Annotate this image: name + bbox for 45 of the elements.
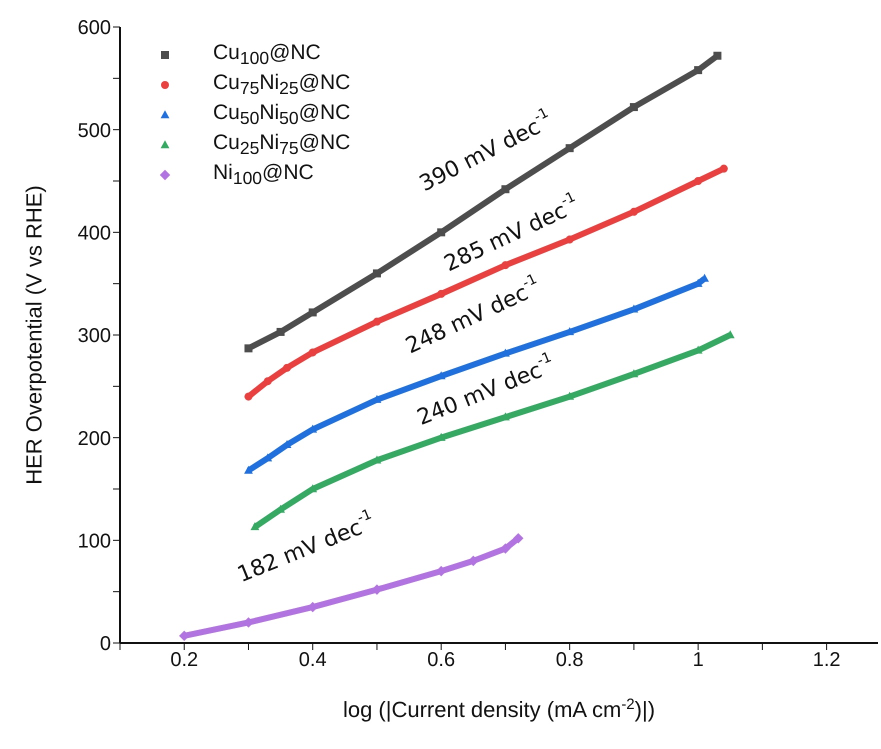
point	[372, 269, 381, 278]
legend-label: Cu$_{100}$@NC	[213, 40, 321, 70]
point	[437, 228, 446, 236]
x-axis-title: log (|Current density (mA cm$^{-2}$)|)	[342, 696, 656, 722]
point	[372, 318, 381, 326]
x-tick-label: 1.2	[812, 649, 841, 672]
point	[250, 522, 260, 530]
y-tick-label: 200	[78, 428, 111, 450]
point	[244, 392, 252, 401]
point	[276, 328, 285, 336]
x-tick-label: 0.2	[170, 649, 198, 672]
point	[630, 103, 638, 112]
x-tick-label: 0.8	[556, 649, 584, 672]
point	[694, 66, 702, 74]
point	[283, 364, 292, 372]
point	[244, 466, 253, 474]
legend-label: Cu$_{50}$Ni$_{50}$@NC	[213, 100, 350, 130]
point	[437, 290, 446, 298]
point	[713, 52, 722, 60]
y-tick-label: 100	[78, 530, 111, 552]
point	[694, 177, 702, 185]
point	[630, 208, 638, 216]
point	[501, 261, 510, 270]
point	[566, 144, 574, 152]
legend-label: Cu$_{25}$Ni$_{75}$@NC	[213, 130, 350, 160]
point	[264, 377, 272, 386]
legend-label: Ni$_{100}$@NC	[213, 160, 314, 190]
y-tick-label: 0	[100, 633, 111, 656]
x-tick-label: 1	[692, 649, 704, 672]
y-tick-label: 300	[78, 325, 111, 348]
y-tick-label: 600	[78, 17, 111, 40]
y-tick-label: 500	[78, 120, 111, 142]
y-axis-title: HER Overpotential (V vs RHE)	[22, 185, 46, 485]
point	[308, 308, 317, 316]
point	[720, 164, 728, 173]
point	[513, 533, 524, 544]
x-tick-label: 0.6	[427, 649, 456, 672]
point	[244, 344, 252, 352]
x-tick-label: 0.4	[298, 649, 327, 672]
y-tick-label: 400	[78, 222, 111, 244]
point	[501, 185, 510, 194]
legend-label: Cu$_{75}$Ni$_{25}$@NC	[213, 70, 350, 100]
point	[566, 236, 574, 244]
point	[308, 348, 317, 356]
point	[500, 543, 511, 554]
